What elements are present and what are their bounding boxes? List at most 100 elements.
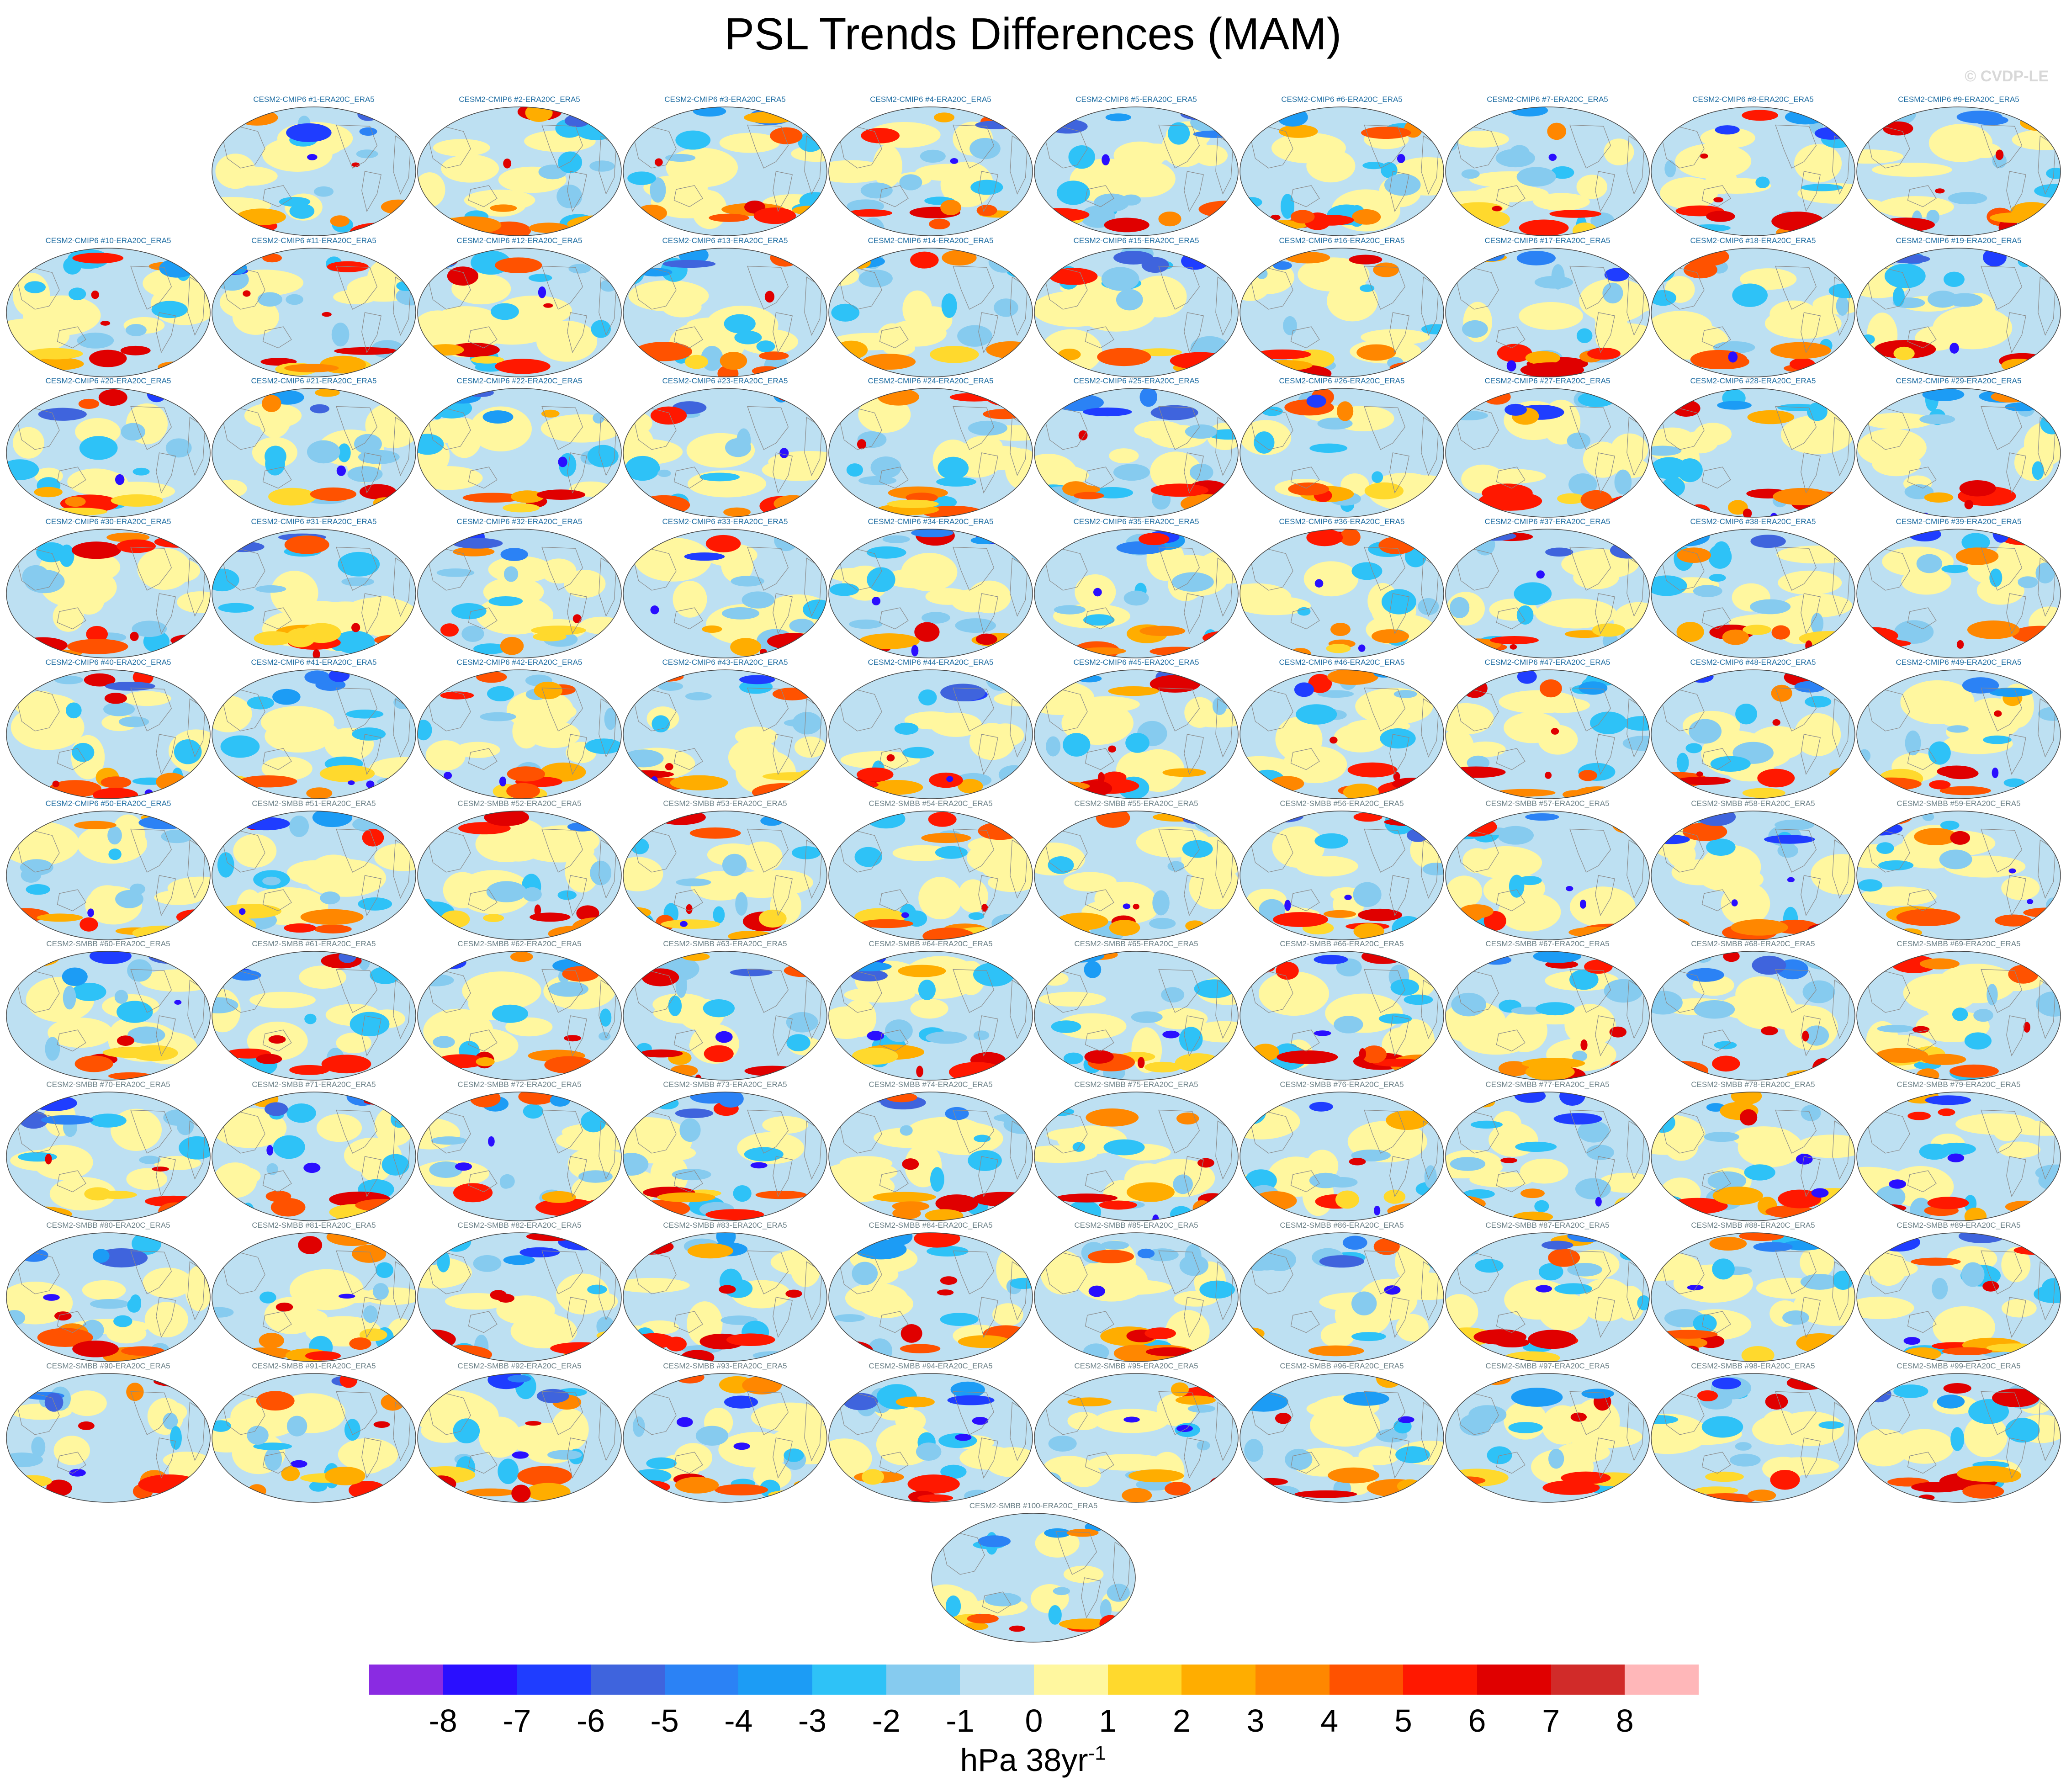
world-map-field: [1034, 1232, 1239, 1362]
panel-label: CESM2-SMBB #55-ERA20C_ERA5: [1074, 799, 1198, 808]
map-panel: CESM2-SMBB #72-ERA20C_ERA5: [417, 1080, 622, 1222]
map-panel: CESM2-CMIP6 #36-ERA20C_ERA5: [1239, 517, 1445, 659]
map-panel: CESM2-SMBB #91-ERA20C_ERA5: [211, 1362, 417, 1503]
colorbar-tick-label: -1: [946, 1703, 975, 1739]
colorbar-units-label: hPa 38yr-1: [0, 1742, 2066, 1778]
panel-label: CESM2-CMIP6 #10-ERA20C_ERA5: [45, 236, 171, 245]
panel-label: CESM2-CMIP6 #14-ERA20C_ERA5: [868, 236, 994, 245]
map-panel: CESM2-SMBB #58-ERA20C_ERA5: [1650, 799, 1856, 941]
map-panel: CESM2-SMBB #55-ERA20C_ERA5: [1033, 799, 1239, 941]
map-panel: CESM2-CMIP6 #23-ERA20C_ERA5: [622, 376, 828, 518]
map-panel: CESM2-CMIP6 #44-ERA20C_ERA5: [828, 658, 1033, 800]
world-map-field: [623, 106, 827, 236]
panel-label: CESM2-SMBB #72-ERA20C_ERA5: [457, 1080, 582, 1089]
map-panel: CESM2-CMIP6 #31-ERA20C_ERA5: [211, 517, 417, 659]
world-map-field: [828, 1373, 1033, 1503]
colorbar-swatch: [1625, 1665, 1699, 1695]
colorbar-tick-label: -4: [724, 1703, 753, 1739]
panel-label: CESM2-SMBB #81-ERA20C_ERA5: [252, 1221, 376, 1230]
colorbar-swatch: [1034, 1665, 1108, 1695]
world-map-field: [212, 1092, 416, 1221]
map-panel: CESM2-SMBB #86-ERA20C_ERA5: [1239, 1221, 1445, 1363]
world-map-field: [828, 1092, 1033, 1221]
colorbar: [369, 1665, 1699, 1695]
colorbar-tick-label: 2: [1172, 1703, 1191, 1739]
world-map-field: [1240, 1232, 1444, 1362]
world-map-field: [417, 1232, 622, 1362]
panel-label: CESM2-SMBB #68-ERA20C_ERA5: [1691, 939, 1815, 948]
world-map-field: [1856, 248, 2061, 377]
world-map-field: [417, 951, 622, 1081]
world-map-field: [1856, 811, 2061, 940]
map-panel: CESM2-CMIP6 #35-ERA20C_ERA5: [1033, 517, 1239, 659]
map-panel: CESM2-SMBB #78-ERA20C_ERA5: [1650, 1080, 1856, 1222]
panel-label: CESM2-CMIP6 #9-ERA20C_ERA5: [1898, 95, 2019, 104]
panel-label: CESM2-CMIP6 #25-ERA20C_ERA5: [1073, 376, 1199, 385]
map-panel: CESM2-CMIP6 #39-ERA20C_ERA5: [1856, 517, 2061, 659]
world-map-field: [1034, 811, 1239, 940]
panel-label: CESM2-SMBB #53-ERA20C_ERA5: [663, 799, 787, 808]
map-panel: CESM2-SMBB #65-ERA20C_ERA5: [1033, 939, 1239, 1081]
map-panel: CESM2-CMIP6 #19-ERA20C_ERA5: [1856, 236, 2061, 378]
world-map-field: [1651, 388, 1855, 518]
world-map-field: [1034, 529, 1239, 658]
panel-label: CESM2-CMIP6 #16-ERA20C_ERA5: [1279, 236, 1405, 245]
map-panel: CESM2-SMBB #60-ERA20C_ERA5: [5, 939, 211, 1081]
map-panel: CESM2-CMIP6 #1-ERA20C_ERA5: [211, 95, 417, 237]
map-panel: CESM2-SMBB #88-ERA20C_ERA5: [1650, 1221, 1856, 1363]
colorbar-tick-label: 5: [1394, 1703, 1412, 1739]
world-map-field: [623, 529, 827, 658]
map-panel: CESM2-CMIP6 #10-ERA20C_ERA5: [5, 236, 211, 378]
map-panel: CESM2-SMBB #74-ERA20C_ERA5: [828, 1080, 1033, 1222]
map-panel: CESM2-CMIP6 #16-ERA20C_ERA5: [1239, 236, 1445, 378]
colorbar-tick-label: -7: [503, 1703, 531, 1739]
map-panel: CESM2-SMBB #64-ERA20C_ERA5: [828, 939, 1033, 1081]
colorbar-swatch: [369, 1665, 444, 1695]
panel-label: CESM2-SMBB #79-ERA20C_ERA5: [1896, 1080, 2021, 1089]
world-map-field: [6, 811, 211, 940]
panel-label: CESM2-CMIP6 #37-ERA20C_ERA5: [1484, 517, 1610, 526]
map-panel: CESM2-SMBB #92-ERA20C_ERA5: [417, 1362, 622, 1503]
colorbar-tick-label: -3: [798, 1703, 827, 1739]
panel-label: CESM2-SMBB #61-ERA20C_ERA5: [252, 939, 376, 948]
map-panel: CESM2-SMBB #68-ERA20C_ERA5: [1650, 939, 1856, 1081]
world-map-field: [1651, 248, 1855, 377]
world-map-field: [212, 388, 416, 518]
map-panel: CESM2-CMIP6 #49-ERA20C_ERA5: [1856, 658, 2061, 800]
world-map-field: [1034, 951, 1239, 1081]
world-map-field: [212, 529, 416, 658]
panel-label: CESM2-CMIP6 #6-ERA20C_ERA5: [1281, 95, 1403, 104]
panel-label: CESM2-SMBB #83-ERA20C_ERA5: [663, 1221, 787, 1230]
world-map-field: [1445, 1232, 1650, 1362]
panel-label: CESM2-SMBB #80-ERA20C_ERA5: [46, 1221, 170, 1230]
map-panel: CESM2-CMIP6 #28-ERA20C_ERA5: [1650, 376, 1856, 518]
map-panel: CESM2-CMIP6 #24-ERA20C_ERA5: [828, 376, 1033, 518]
panel-label: CESM2-SMBB #57-ERA20C_ERA5: [1485, 799, 1610, 808]
world-map-field: [1034, 669, 1239, 799]
colorbar-tick-label: 4: [1320, 1703, 1339, 1739]
world-map-field: [417, 669, 622, 799]
panel-label: CESM2-SMBB #98-ERA20C_ERA5: [1691, 1362, 1815, 1370]
map-panel: CESM2-SMBB #98-ERA20C_ERA5: [1650, 1362, 1856, 1503]
panel-label: CESM2-CMIP6 #49-ERA20C_ERA5: [1896, 658, 2022, 667]
map-panel: CESM2-CMIP6 #40-ERA20C_ERA5: [5, 658, 211, 800]
colorbar-tick-label: 8: [1616, 1703, 1634, 1739]
world-map-field: [1856, 669, 2061, 799]
panel-label: CESM2-CMIP6 #29-ERA20C_ERA5: [1896, 376, 2022, 385]
panel-label: CESM2-CMIP6 #4-ERA20C_ERA5: [870, 95, 991, 104]
map-panel: CESM2-CMIP6 #32-ERA20C_ERA5: [417, 517, 622, 659]
world-map-field: [212, 669, 416, 799]
panel-label: CESM2-CMIP6 #20-ERA20C_ERA5: [45, 376, 171, 385]
map-panel: CESM2-CMIP6 #13-ERA20C_ERA5: [622, 236, 828, 378]
map-panel: CESM2-SMBB #67-ERA20C_ERA5: [1445, 939, 1650, 1081]
world-map-field: [623, 669, 827, 799]
panel-label: CESM2-SMBB #73-ERA20C_ERA5: [663, 1080, 787, 1089]
map-panel: CESM2-SMBB #66-ERA20C_ERA5: [1239, 939, 1445, 1081]
panel-label: CESM2-SMBB #89-ERA20C_ERA5: [1896, 1221, 2021, 1230]
colorbar-tick-label: -8: [429, 1703, 457, 1739]
panel-label: CESM2-CMIP6 #33-ERA20C_ERA5: [662, 517, 788, 526]
world-map-field: [212, 248, 416, 377]
panel-label: CESM2-SMBB #82-ERA20C_ERA5: [457, 1221, 582, 1230]
panel-label: CESM2-CMIP6 #3-ERA20C_ERA5: [664, 95, 786, 104]
panel-label: CESM2-SMBB #96-ERA20C_ERA5: [1280, 1362, 1404, 1370]
